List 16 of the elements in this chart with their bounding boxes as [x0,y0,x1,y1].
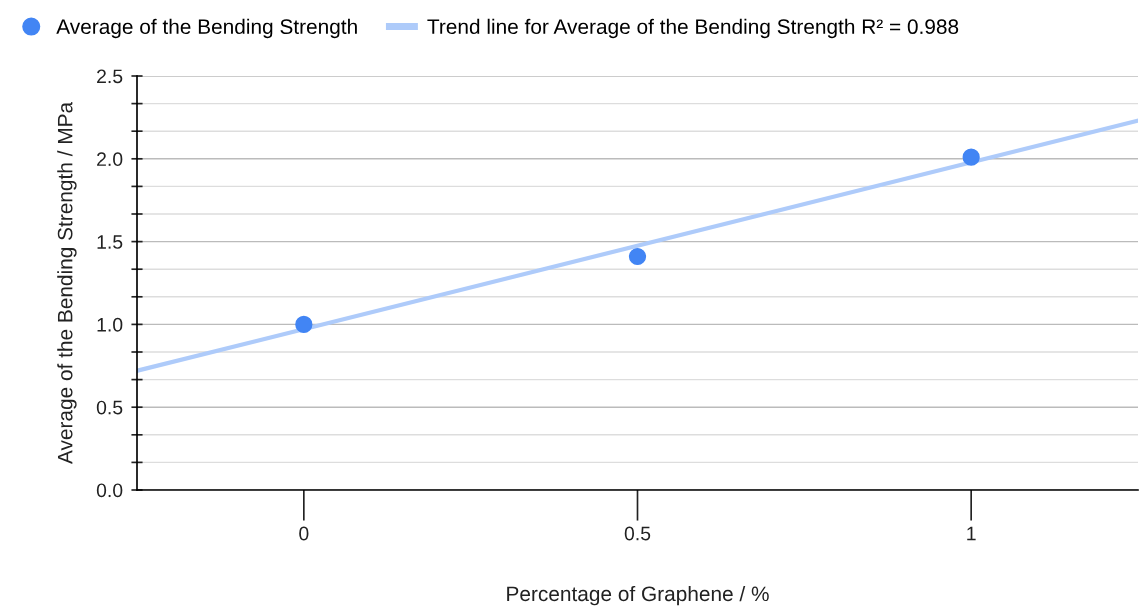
x-axis-title: Percentage of Graphene / % [507,585,769,606]
x-tick-label: 1 [967,526,976,541]
y-tick-label: 1.5 [97,235,123,249]
y-axis-title: Average of the Bending Strength / MPa [57,101,77,465]
y-tick-label: 2.0 [97,152,123,167]
x-tick-label: 0.5 [624,526,651,541]
legend-label: Average of the Bending Strength [56,18,357,39]
point [628,247,647,266]
x-tick-label: 0 [299,526,309,541]
y-tick-label: 2.5 [97,69,123,84]
point [962,148,980,166]
y-tick-label: 0.0 [96,483,123,498]
legend-label: Trend line for Average of the Bending Strength R² = 0.988 [427,18,959,39]
y-tick-label: 0.5 [96,400,123,415]
y-tick-label: 1.0 [97,317,123,332]
point [295,315,313,334]
